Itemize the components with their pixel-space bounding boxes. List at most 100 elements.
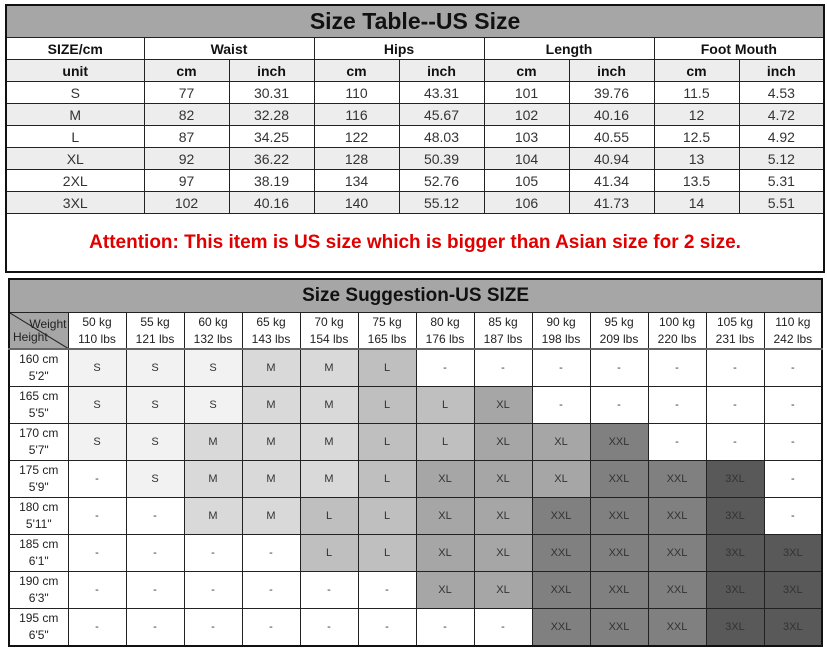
measurement-cell: 38.19: [228, 169, 315, 192]
weight-lbs: 209 lbs: [599, 331, 639, 346]
suggestion-row: 165 cm 5'5" S S S M M L L XL - - - - -: [8, 386, 823, 424]
size-label: XL: [5, 147, 145, 170]
size-suggestion-cell: XXL: [647, 571, 707, 609]
height-cm: 160 cm: [19, 352, 59, 366]
height-header: 165 cm 5'5": [8, 386, 69, 424]
measurement-cell: 102: [143, 191, 230, 214]
size-suggestion-cell: M: [299, 348, 359, 387]
size-label: 2XL: [5, 169, 145, 192]
size-suggestion-cell: XL: [473, 460, 533, 498]
weight-kg: 60 kg: [198, 314, 228, 329]
weight-lbs: 198 lbs: [541, 331, 581, 346]
suggestion-row: 175 cm 5'9" - S M M M L XL XL XL XXL XXL 3XL -: [8, 460, 823, 498]
measurement-cell: 110: [313, 81, 400, 104]
height-ft: 5'5": [28, 406, 49, 420]
measurement-cell: 4.92: [738, 125, 825, 148]
table-row: 2XL 97 38.19 134 52.76 105 41.34 13.5 5.31: [5, 169, 825, 192]
weight-lbs: 154 lbs: [309, 331, 349, 346]
size-suggestion-cell: XL: [415, 534, 475, 572]
size-suggestion-cell: M: [241, 423, 301, 461]
weight-kg: 105 kg: [716, 314, 754, 329]
measurement-cell: 5.31: [738, 169, 825, 192]
size-suggestion-table: Size Suggestion-US SIZE Weight Height 50…: [8, 278, 824, 647]
weight-header: 105 kg 231 lbs: [705, 312, 765, 350]
table-row: L 87 34.25 122 48.03 103 40.55 12.5 4.92: [5, 125, 825, 148]
size-suggestion-cell: -: [183, 534, 243, 572]
height-ft: 6'3": [28, 591, 49, 605]
measurement-cell: 34.25: [228, 125, 315, 148]
size-suggestion-cell: XL: [473, 423, 533, 461]
weight-lbs: 121 lbs: [135, 331, 175, 346]
measurement-cell: 101: [483, 81, 570, 104]
size-suggestion-cell: S: [67, 423, 127, 461]
weight-kg: 110 kg: [775, 314, 811, 329]
size-suggestion-cell: -: [531, 386, 591, 424]
weight-kg: 75 kg: [372, 314, 402, 329]
size-label: M: [5, 103, 145, 126]
size-suggestion-cell: -: [647, 423, 707, 461]
measurement-cell: 87: [143, 125, 230, 148]
weight-lbs: 242 lbs: [773, 331, 813, 346]
measurement-cell: 92: [143, 147, 230, 170]
size-suggestion-cell: -: [647, 348, 707, 387]
size-suggestion-cell: 3XL: [705, 571, 765, 609]
size-suggestion-cell: XXL: [531, 534, 591, 572]
size-suggestion-cell: -: [67, 497, 127, 535]
measurement-cell: 122: [313, 125, 400, 148]
header-waist: Waist: [143, 37, 315, 60]
height-cm: 190 cm: [19, 574, 59, 588]
measurement-cell: 40.16: [228, 191, 315, 214]
measurement-cell: 5.12: [738, 147, 825, 170]
size-suggestion-cell: S: [183, 386, 243, 424]
size-suggestion-cell: 3XL: [763, 534, 823, 572]
size-suggestion-cell: S: [67, 386, 127, 424]
size-suggestion-cell: M: [299, 386, 359, 424]
size-suggestion-cell: XL: [473, 534, 533, 572]
size-suggestion-cell: M: [299, 423, 359, 461]
size-suggestion-cell: S: [183, 348, 243, 387]
suggestion-row: 185 cm 6'1" - - - - L L XL XL XXL XXL XXL 3XL 3XL: [8, 534, 823, 572]
table-row: S 77 30.31 110 43.31 101 39.76 11.5 4.53: [5, 81, 825, 104]
size-label: L: [5, 125, 145, 148]
size-suggestion-cell: XL: [415, 460, 475, 498]
measurement-cell: 102: [483, 103, 570, 126]
size-suggestion-cell: 3XL: [705, 534, 765, 572]
size-suggestion-cell: XL: [473, 386, 533, 424]
measurement-cell: 11.5: [653, 81, 740, 104]
weight-lbs: 187 lbs: [483, 331, 523, 346]
size-suggestion-cell: L: [357, 348, 417, 387]
size-suggestion-cell: -: [357, 571, 417, 609]
size-suggestion-cell: XXL: [531, 497, 591, 535]
measurement-cell: 50.39: [398, 147, 485, 170]
size-suggestion-cell: -: [763, 348, 823, 387]
measurement-cell: 4.72: [738, 103, 825, 126]
measurement-cell: 4.53: [738, 81, 825, 104]
height-cm: 175 cm: [19, 463, 59, 477]
size-suggestion-cell: -: [415, 608, 475, 647]
height-ft: 6'1": [28, 554, 49, 568]
suggestion-row: 190 cm 6'3" - - - - - - XL XL XXL XXL XXL 3XL 3XL: [8, 571, 823, 609]
measurement-cell: 48.03: [398, 125, 485, 148]
unit-cell: inch: [228, 59, 315, 82]
measurement-cell: 39.76: [568, 81, 655, 104]
attention-note: Attention: This item is US size which is…: [5, 213, 825, 273]
size-suggestion-cell: -: [705, 423, 765, 461]
size-suggestion-cell: XXL: [589, 571, 649, 609]
size-suggestion-cell: -: [705, 386, 765, 424]
height-cm: 165 cm: [19, 389, 59, 403]
measurement-cell: 5.51: [738, 191, 825, 214]
measurement-cell: 52.76: [398, 169, 485, 192]
size-suggestion-cell: L: [299, 534, 359, 572]
unit-cell: cm: [653, 59, 740, 82]
measurement-cell: 82: [143, 103, 230, 126]
size-suggestion-cell: -: [125, 608, 185, 647]
size-suggestion-cell: L: [357, 460, 417, 498]
weight-lbs: 220 lbs: [657, 331, 697, 346]
size-suggestion-cell: S: [67, 348, 127, 387]
weight-lbs: 165 lbs: [367, 331, 407, 346]
size-suggestion-cell: -: [473, 608, 533, 647]
height-cm: 185 cm: [19, 537, 59, 551]
height-header: 160 cm 5'2": [8, 348, 69, 387]
size-suggestion-cell: -: [125, 534, 185, 572]
size-suggestion-cell: -: [473, 348, 533, 387]
